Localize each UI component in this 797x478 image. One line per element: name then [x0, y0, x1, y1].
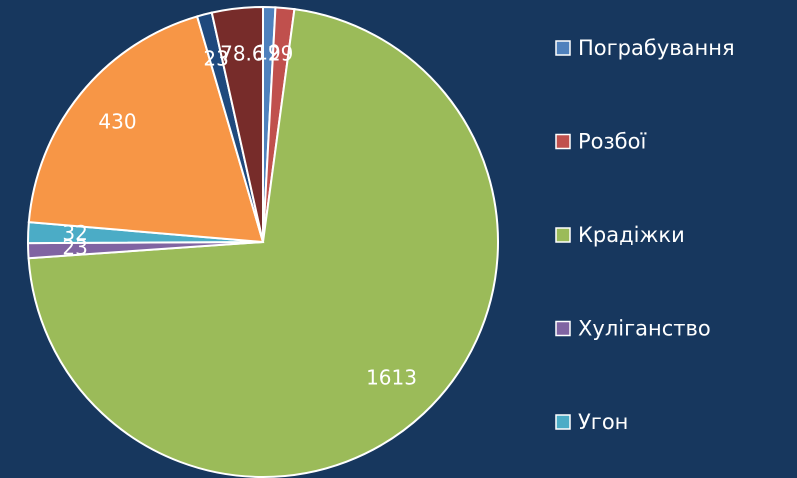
- legend-swatch: [555, 40, 571, 56]
- legend-label: Угон: [578, 410, 628, 434]
- pie-slice: [27, 15, 265, 244]
- data-label: 23: [62, 235, 87, 259]
- data-label: 29: [268, 41, 293, 65]
- legend-swatch: [555, 320, 571, 337]
- legend-label: Крадіжки: [578, 223, 685, 247]
- data-label: 19: [255, 41, 280, 65]
- data-label: 23: [203, 46, 228, 70]
- pie-slice: [210, 5, 264, 243]
- legend-label: Хуліганство: [578, 317, 711, 341]
- legend-swatch: [555, 133, 571, 150]
- legend-label: Розбої: [578, 130, 646, 154]
- legend-label: Пограбування: [578, 36, 735, 60]
- data-label: 32: [62, 221, 87, 245]
- legend-swatch: [555, 227, 571, 243]
- data-label: 430: [98, 109, 136, 133]
- data-label: 78.6: [220, 42, 265, 66]
- data-label: 1613: [366, 366, 417, 390]
- legend-swatch: [555, 414, 571, 430]
- pie-slice: [27, 7, 499, 478]
